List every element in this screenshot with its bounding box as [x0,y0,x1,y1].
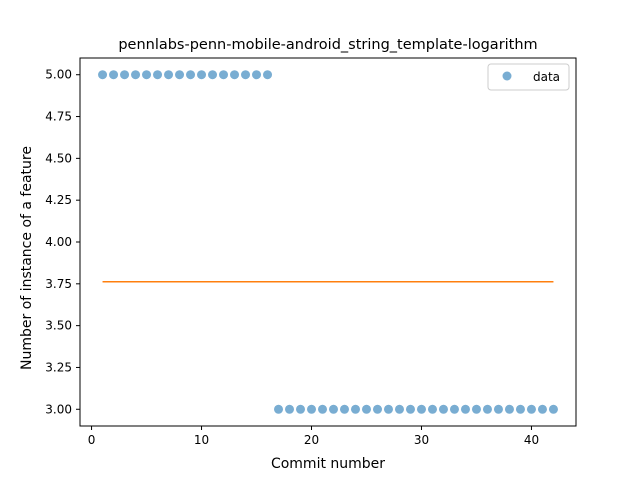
legend-frame [487,63,570,91]
data-point [230,70,240,80]
data-point [219,70,229,80]
data-point [208,70,218,80]
data-point [350,404,360,414]
y-axis-label: Number of instance of a feature [19,146,35,370]
legend: data [487,63,570,91]
chart-title: pennlabs-penn-mobile-android_string_temp… [118,37,537,53]
data-point [427,404,437,414]
data-point [186,70,196,80]
data-point [405,404,415,414]
data-point [142,70,152,80]
data-point [175,70,185,80]
data-point [515,404,525,414]
data-point [274,404,284,414]
data-point [339,404,349,414]
data-point [482,404,492,414]
y-tick-label: 3.75 [45,277,72,291]
legend-marker-data [502,71,512,81]
data-point [504,404,514,414]
y-tick-label: 3.25 [45,360,72,374]
y-tick-label: 3.50 [45,319,72,333]
data-point [449,404,459,414]
data-point [416,404,426,414]
y-tick-label: 4.75 [45,110,72,124]
data-point [252,70,262,80]
data-point [131,70,141,80]
y-tick-label: 3.00 [45,402,72,416]
plot-area: 0 10 20 30 40 3.00 3.25 3.50 3.75 4.00 4.25 4.50 4.7… [45,57,577,447]
data-point [164,70,174,80]
data-point [372,404,382,414]
y-tick-label: 5.00 [45,68,72,82]
data-point [318,404,328,414]
legend-label-data: data [533,70,560,84]
data-point [296,404,306,414]
y-tick-label: 4.00 [45,235,72,249]
x-tick-label: 10 [194,433,209,447]
x-tick-label: 40 [524,433,539,447]
data-point [460,404,470,414]
y-tick-label: 4.25 [45,193,72,207]
data-point [438,404,448,414]
data-point [153,70,163,80]
data-point [328,404,338,414]
data-point [241,70,251,80]
data-point [109,70,119,80]
x-tick-label: 20 [304,433,319,447]
data-point [285,404,295,414]
data-point [98,70,108,80]
data-point [120,70,130,80]
data-point [197,70,207,80]
data-point [471,404,481,414]
data-point [263,70,273,80]
data-point [394,404,404,414]
data-point [383,404,393,414]
data-point [361,404,371,414]
data-point [307,404,317,414]
data-point [493,404,503,414]
data-point [526,404,536,414]
x-tick-label: 30 [414,433,429,447]
x-axis-label: Commit number [271,456,385,472]
x-tick-label: 0 [88,433,96,447]
data-point [537,404,547,414]
data-point [548,404,558,414]
y-tick-label: 4.50 [45,151,72,165]
